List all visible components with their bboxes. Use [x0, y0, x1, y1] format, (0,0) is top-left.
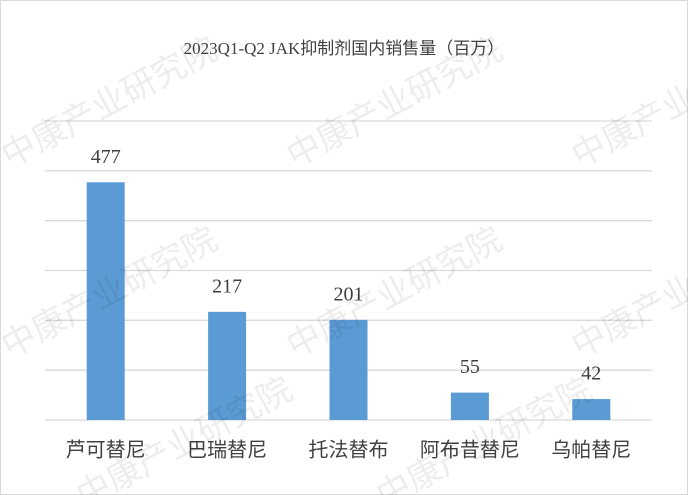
bar	[208, 311, 247, 420]
value-label: 477	[91, 146, 121, 168]
bar	[572, 399, 611, 420]
x-tick-label: 乌帕替尼	[551, 439, 631, 462]
value-label: 55	[460, 356, 480, 378]
bar	[86, 182, 125, 420]
x-tick-label: 芦可替尼	[66, 439, 146, 462]
value-label: 201	[334, 283, 364, 305]
value-label: 42	[581, 363, 601, 385]
chart-title: 2023Q1-Q2 JAK抑制剂国内销售量（百万）	[184, 39, 505, 58]
x-tick-label: 巴瑞替尼	[187, 439, 267, 462]
x-tick-label: 阿布昔替尼	[420, 439, 520, 462]
x-tick-label: 托法替布	[309, 439, 389, 462]
value-label: 217	[212, 275, 242, 297]
bar	[450, 392, 489, 420]
bar	[329, 319, 368, 420]
